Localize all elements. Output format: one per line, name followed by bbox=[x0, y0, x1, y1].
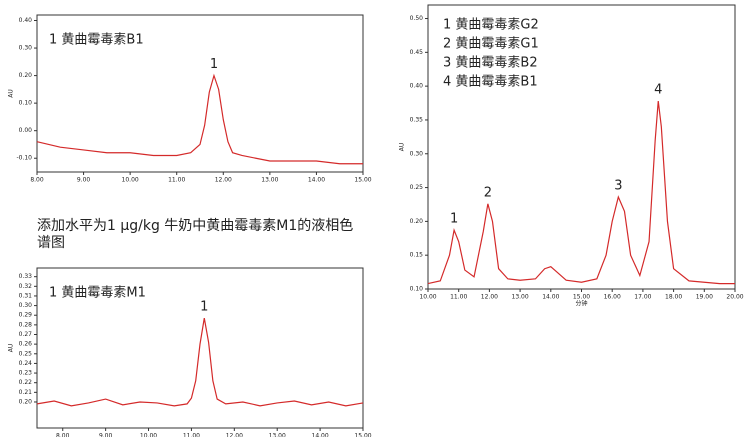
chart-title: 1 黄曲霉毒素M1 bbox=[49, 286, 146, 301]
peak-label: 1 bbox=[200, 300, 208, 315]
x-tick-label: 11.00 bbox=[183, 433, 200, 437]
x-tick-label: 20.00 bbox=[726, 294, 743, 301]
y-tick-label: 0.29 bbox=[19, 312, 33, 319]
x-tick-label: 13.00 bbox=[512, 294, 529, 301]
peak-label: 4 bbox=[654, 83, 662, 98]
peak-legend: 3 黄曲霉毒素B2 bbox=[443, 56, 538, 71]
x-axis-label: 分钟 bbox=[575, 300, 587, 308]
y-tick-label: 0.10 bbox=[410, 286, 424, 293]
peak-legend: 2 黄曲霉毒素G1 bbox=[443, 37, 539, 52]
x-tick-label: 8.00 bbox=[30, 177, 44, 184]
x-tick-label: 11.00 bbox=[168, 177, 185, 184]
y-tick-label: 0.35 bbox=[410, 116, 424, 123]
x-tick-label: 12.00 bbox=[481, 294, 498, 301]
peak-label: 1 bbox=[450, 212, 458, 227]
y-tick-label: 0.30 bbox=[410, 150, 424, 157]
trace bbox=[36, 73, 363, 165]
y-tick-label: 0.25 bbox=[19, 350, 33, 357]
x-tick-label: 14.00 bbox=[542, 294, 559, 301]
y-tick-label: 0.50 bbox=[410, 15, 424, 22]
x-tick-label: 9.00 bbox=[99, 433, 113, 437]
y-tick-label: 0.33 bbox=[19, 273, 33, 280]
y-tick-label: 0.20 bbox=[19, 72, 33, 79]
y-tick-label: 0.15 bbox=[410, 252, 424, 259]
y-tick-label: 0.28 bbox=[19, 321, 33, 328]
x-tick-label: 15.00 bbox=[573, 294, 590, 301]
y-tick-label: 0.20 bbox=[19, 398, 33, 405]
y-tick-label: 0.25 bbox=[410, 184, 424, 191]
x-tick-label: 8.00 bbox=[56, 433, 70, 437]
y-tick-label: 0.32 bbox=[19, 283, 33, 290]
y-tick-label: 0.45 bbox=[410, 49, 424, 56]
peak-label: 1 bbox=[210, 57, 218, 72]
peak-legend: 4 黄曲霉毒素B1 bbox=[443, 75, 538, 90]
y-tick-label: 0.00 bbox=[19, 127, 33, 134]
peak-label: 2 bbox=[484, 185, 492, 200]
y-axis-label: AU bbox=[8, 89, 15, 98]
chart-title: 1 黄曲霉毒素B1 bbox=[49, 33, 144, 48]
x-tick-label: 10.00 bbox=[122, 177, 139, 184]
trace bbox=[36, 318, 364, 407]
y-axis-label: AU bbox=[8, 344, 15, 353]
y-tick-label: 0.40 bbox=[19, 17, 33, 24]
y-tick-label: 0.31 bbox=[19, 292, 33, 299]
y-tick-label: 0.20 bbox=[410, 218, 424, 225]
x-tick-label: 15.00 bbox=[354, 177, 371, 184]
y-tick-label: 0.27 bbox=[19, 331, 33, 338]
caption: 添加水平为1 μg/kg 牛奶中黄曲霉毒素M1的液相色谱图 bbox=[37, 218, 354, 251]
y-tick-label: 0.23 bbox=[19, 370, 33, 377]
x-tick-label: 12.00 bbox=[226, 433, 243, 437]
y-tick-label: 0.21 bbox=[19, 389, 33, 396]
x-tick-label: 13.00 bbox=[261, 177, 278, 184]
y-tick-label: 0.26 bbox=[19, 341, 33, 348]
x-tick-label: 11.00 bbox=[450, 294, 467, 301]
x-tick-label: 16.00 bbox=[604, 294, 621, 301]
x-tick-label: 14.00 bbox=[312, 433, 329, 437]
y-tick-label: -0.10 bbox=[16, 155, 32, 162]
x-tick-label: 9.00 bbox=[77, 177, 91, 184]
y-tick-label: 0.24 bbox=[19, 360, 33, 367]
x-tick-label: 13.00 bbox=[269, 433, 286, 437]
peak-legend: 1 黄曲霉毒素G2 bbox=[443, 18, 539, 33]
y-tick-label: 0.22 bbox=[19, 379, 33, 386]
y-tick-label: 0.10 bbox=[19, 100, 33, 107]
x-tick-label: 19.00 bbox=[696, 294, 713, 301]
x-tick-label: 18.00 bbox=[665, 294, 682, 301]
x-tick-label: 10.00 bbox=[140, 433, 157, 437]
y-tick-label: 0.30 bbox=[19, 302, 33, 309]
y-tick-label: 0.30 bbox=[19, 45, 33, 52]
plot-frame bbox=[36, 14, 364, 173]
trace bbox=[427, 100, 735, 285]
x-tick-label: 14.00 bbox=[308, 177, 325, 184]
peak-label: 3 bbox=[614, 179, 622, 194]
x-tick-label: 15.00 bbox=[354, 433, 371, 437]
plot-frame bbox=[36, 267, 364, 429]
x-tick-label: 10.00 bbox=[419, 294, 436, 301]
y-tick-label: 0.40 bbox=[410, 83, 424, 90]
x-tick-label: 17.00 bbox=[634, 294, 651, 301]
x-tick-label: 12.00 bbox=[215, 177, 232, 184]
y-axis-label: AU bbox=[399, 143, 406, 152]
